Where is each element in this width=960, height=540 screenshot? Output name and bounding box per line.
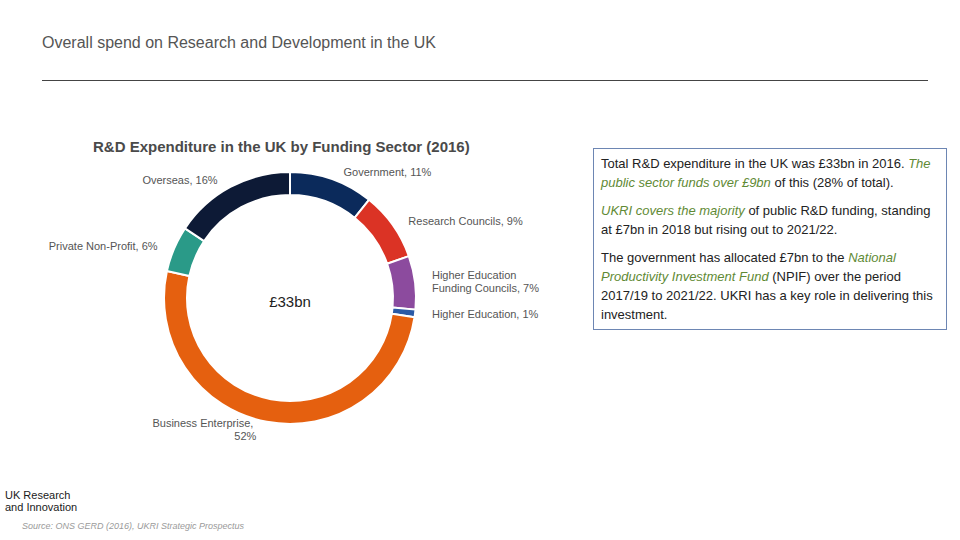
svg-text:Higher Education, 1%: Higher Education, 1% <box>432 308 539 320</box>
svg-text:Private Non-Profit, 6%: Private Non-Profit, 6% <box>49 240 158 252</box>
html-text:Total R&D expenditure in the U: Total R&D expenditure in the UK was £33b… <box>601 156 931 190</box>
html-text:UK Research: UK Research <box>5 489 71 501</box>
html-text:and Innovation: and Innovation <box>5 501 78 513</box>
svg-text:Research Councils, 9%: Research Councils, 9% <box>408 215 523 227</box>
svg-text:Business Enterprise,: Business Enterprise, <box>152 417 256 429</box>
html-text:The government has allocated £: The government has allocated £7bn to the… <box>601 250 933 322</box>
svg-text:Overseas, 16%: Overseas, 16% <box>142 174 217 186</box>
html-text:UKRI covers the majority of pu: UKRI covers the majority of public R&D f… <box>601 203 931 237</box>
svg-text:Higher Education: Higher Education <box>432 269 519 281</box>
html-text:Overall spend on Research and: Overall spend on Research and Developmen… <box>42 34 436 51</box>
svg-text:Funding Councils, 7%: Funding Councils, 7% <box>432 282 539 294</box>
svg-text:52%: 52% <box>234 430 256 442</box>
svg-text:£33bn: £33bn <box>269 293 311 310</box>
svg-text:Government, 11%: Government, 11% <box>344 166 432 178</box>
html-text:Source: ONS GERD (2016), UKRI: Source: ONS GERD (2016), UKRI Strategic … <box>22 521 245 531</box>
svg-text:R&D Expenditure in the UK by F: R&D Expenditure in the UK by Funding Sec… <box>93 138 470 155</box>
